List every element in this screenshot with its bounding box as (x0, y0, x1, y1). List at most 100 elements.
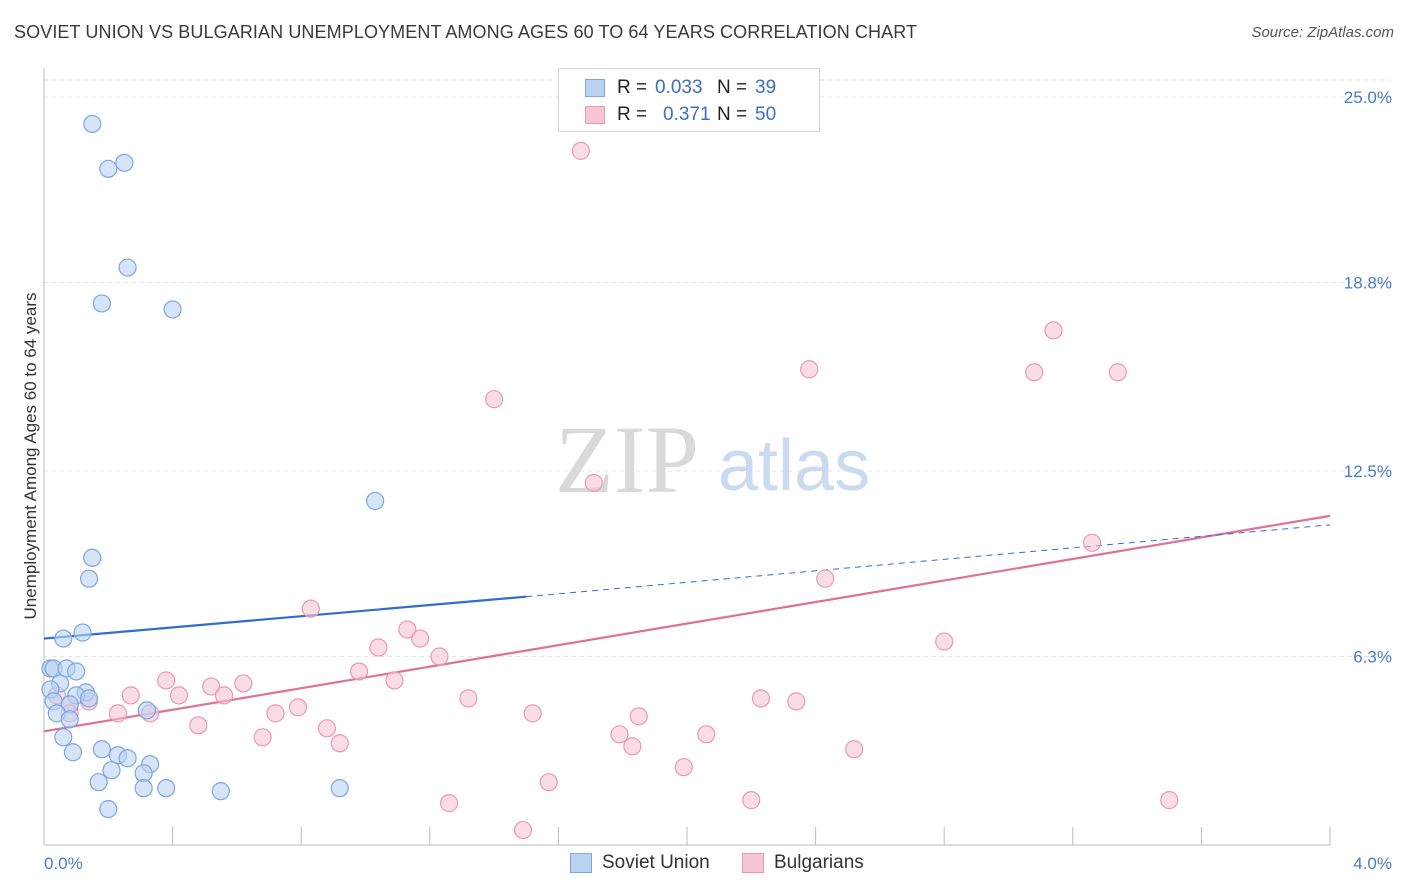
y-axis-label: Unemployment Among Ages 60 to 64 years (21, 293, 40, 620)
soviet-union-point (211, 782, 230, 801)
soviet-union-point (115, 153, 134, 172)
bulgarians-point (1108, 363, 1127, 382)
legend-row-soviet: R = 0.033 N = 39 (585, 77, 776, 99)
soviet-union-point (134, 779, 153, 798)
r-label: R = (617, 77, 648, 98)
soviet-union-point (366, 491, 385, 511)
bulgarians-label: Bulgarians (774, 852, 864, 873)
bulgarians-point (301, 599, 320, 618)
bulgarians-point (674, 758, 693, 777)
bulgarians-point (430, 647, 449, 666)
soviet-union-point (118, 749, 137, 768)
bulgarians-point (623, 737, 642, 756)
soviet-union-point (157, 779, 176, 798)
bulgarians-point (513, 820, 533, 840)
bulgarians-point (787, 692, 806, 711)
bulgarians-point (214, 686, 234, 705)
x-tick-label: 4.0% (1353, 854, 1392, 873)
grid (44, 79, 1390, 658)
soviet-union-point (99, 159, 118, 178)
soviet-union-point (102, 761, 121, 780)
bulgarians-point (202, 677, 221, 696)
bulgarians-point (169, 686, 189, 705)
soviet-union-point (118, 258, 137, 277)
bulgarians-point (330, 734, 349, 753)
bulgarians-point (697, 725, 716, 744)
soviet-union-point (54, 728, 73, 747)
bulgarians-point (800, 360, 819, 379)
axes (43, 68, 1331, 846)
soviet-union-point (83, 548, 102, 567)
soviet-union-point (92, 294, 111, 313)
y-tick-label: 18.8% (1344, 274, 1392, 293)
soviet-union-point (163, 300, 182, 319)
bulgarians-point (742, 791, 761, 810)
source-label: Source: ZipAtlas.com (1251, 24, 1394, 41)
y-tick-label: 12.5% (1344, 462, 1392, 481)
r-value: 0.371 (663, 104, 711, 125)
trend-lines (43, 514, 1331, 733)
soviet-union-trend-extension (526, 524, 1331, 598)
soviet-union-point (73, 623, 92, 642)
soviet-swatch (585, 79, 605, 97)
n-label: N = (717, 77, 748, 98)
bulgarians-point (629, 707, 648, 726)
n-value: 50 (755, 104, 777, 125)
y-tick-label: 25.0% (1344, 88, 1392, 107)
points (41, 114, 1179, 840)
bulgarians-point (523, 704, 542, 723)
soviet-union-point (137, 701, 156, 720)
r-label: R = (617, 104, 648, 125)
bulgarians-point (571, 141, 591, 160)
x-tick-label: 0.0% (44, 854, 83, 873)
bulgarians-point (253, 728, 272, 747)
bulgarians-point (539, 773, 558, 792)
soviet-union-point (99, 799, 118, 819)
bulgarians-point (385, 671, 404, 690)
soviet-union-point (92, 740, 111, 759)
n-value: 39 (755, 77, 777, 98)
n-label: N = (717, 104, 748, 125)
correlation-legend: R = 0.033 N = 39 R = 0.371 N = 50 (558, 68, 820, 132)
soviet-union-point (60, 710, 79, 729)
soviet-union-point (89, 773, 108, 792)
watermark-zip: ZIP (555, 406, 699, 513)
tick-labels: 6.3% 12.5% 18.8% 25.0% 0.0% 4.0% (44, 88, 1392, 873)
soviet-union-point (67, 662, 86, 681)
soviet-union-point (83, 114, 102, 134)
bulgarians-point (751, 689, 771, 708)
soviet-union-point (79, 569, 99, 588)
bulgarians-point (1044, 321, 1063, 340)
y-tick-label: 6.3% (1353, 648, 1392, 667)
bulgarians-point (234, 674, 253, 693)
legend-row-bulgarians: R = 0.371 N = 50 (585, 104, 776, 126)
bulgarians-point (439, 794, 459, 813)
bulgarians-point (584, 473, 603, 493)
legend-item-soviet-union: Soviet Union (570, 852, 710, 874)
bulgarians-point (189, 716, 208, 735)
bulgarians-point (485, 390, 504, 409)
legend-item-bulgarians: Bulgarians (742, 852, 864, 874)
bulgarians-point (266, 704, 285, 723)
bulgarians-point (349, 662, 369, 681)
soviet-union-label: Soviet Union (602, 852, 710, 873)
bulgarians-point (411, 629, 430, 648)
bulgarians-point (935, 632, 954, 651)
bulgarians-point (317, 719, 337, 738)
soviet-union-point (63, 743, 83, 762)
bulgarians-point (1025, 363, 1044, 382)
soviet-union-trend-line (43, 595, 527, 640)
bulgarians-point (121, 686, 140, 705)
watermark-atlas: atlas (718, 426, 870, 506)
watermark: ZIP atlas (555, 406, 870, 513)
bulgarians-point (1160, 791, 1179, 810)
bulgarians-point (459, 689, 478, 708)
bulgarians-point (157, 671, 176, 690)
bulgarians-trend-line (43, 514, 1331, 733)
r-value: 0.033 (655, 77, 703, 98)
bulgarians-point (816, 569, 835, 588)
soviet-union-point (54, 629, 73, 648)
bulgarians-point (398, 620, 417, 639)
bulgarians-point (369, 638, 388, 657)
